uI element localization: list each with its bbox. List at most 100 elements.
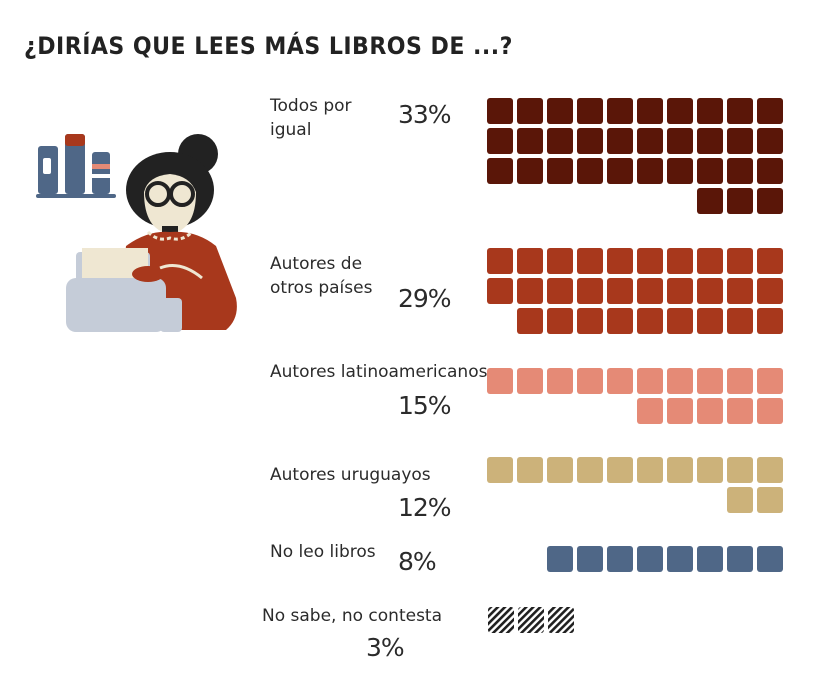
waffle-cell — [727, 487, 753, 513]
waffle-cell — [727, 188, 753, 214]
waffle-cell — [637, 98, 663, 124]
waffle-cell — [607, 278, 633, 304]
waffle-cell — [637, 278, 663, 304]
waffle-group — [547, 546, 783, 572]
waffle-cell — [607, 308, 633, 334]
waffle-cell — [487, 457, 513, 483]
waffle-cell — [637, 457, 663, 483]
waffle-cell — [607, 248, 633, 274]
waffle-group — [487, 248, 783, 334]
waffle-cell — [518, 607, 544, 633]
waffle-cell — [667, 158, 693, 184]
waffle-cell — [577, 368, 603, 394]
waffle-cell — [727, 128, 753, 154]
waffle-cell — [577, 158, 603, 184]
waffle-cell — [727, 158, 753, 184]
waffle-cell — [757, 188, 783, 214]
waffle-cell — [577, 457, 603, 483]
waffle-cell — [487, 128, 513, 154]
value-label: 15% — [398, 391, 452, 420]
waffle-cell — [577, 248, 603, 274]
waffle-cell — [727, 308, 753, 334]
waffle-cell — [667, 128, 693, 154]
category-label: Todos por igual — [270, 96, 352, 140]
waffle-cell — [727, 278, 753, 304]
waffle-cell — [757, 248, 783, 274]
waffle-cell — [607, 128, 633, 154]
waffle-cell — [517, 158, 543, 184]
waffle-cell — [757, 487, 783, 513]
waffle-cell — [667, 546, 693, 572]
books-icon — [36, 134, 116, 198]
waffle-cell — [517, 457, 543, 483]
waffle-cell — [697, 398, 723, 424]
waffle-cell — [697, 368, 723, 394]
value-label: 29% — [398, 284, 452, 313]
waffle-cell — [697, 457, 723, 483]
waffle-cell — [727, 398, 753, 424]
waffle-cell — [517, 248, 543, 274]
waffle-cell — [757, 546, 783, 572]
waffle-cell — [547, 457, 573, 483]
waffle-cell — [517, 308, 543, 334]
waffle-cell — [727, 248, 753, 274]
category-label: Autores latinoamericanos — [270, 362, 488, 382]
waffle-cell — [697, 158, 723, 184]
waffle-cell — [757, 98, 783, 124]
waffle-cell — [757, 128, 783, 154]
waffle-cell — [487, 158, 513, 184]
waffle-group — [487, 457, 783, 513]
waffle-cell — [667, 457, 693, 483]
waffle-cell — [727, 457, 753, 483]
waffle-cell — [697, 188, 723, 214]
value-label: 12% — [398, 493, 452, 522]
waffle-cell — [547, 128, 573, 154]
waffle-cell — [757, 158, 783, 184]
waffle-cell — [757, 398, 783, 424]
value-label: 33% — [398, 100, 452, 129]
waffle-cell — [577, 128, 603, 154]
waffle-cell — [637, 128, 663, 154]
category-label: No leo libros — [270, 542, 376, 562]
waffle-cell — [637, 368, 663, 394]
waffle-cell — [607, 546, 633, 572]
waffle-cell — [517, 368, 543, 394]
waffle-cell — [547, 248, 573, 274]
waffle-cell — [727, 98, 753, 124]
waffle-cell — [667, 278, 693, 304]
waffle-cell — [577, 278, 603, 304]
waffle-cell — [727, 368, 753, 394]
waffle-cell — [547, 308, 573, 334]
waffle-cell — [757, 368, 783, 394]
waffle-cell — [517, 278, 543, 304]
chart-title: ¿DIRÍAS QUE LEES MÁS LIBROS DE ...? — [24, 32, 513, 60]
waffle-cell — [667, 308, 693, 334]
waffle-cell — [517, 98, 543, 124]
waffle-cell — [697, 308, 723, 334]
waffle-cell — [487, 278, 513, 304]
waffle-cell — [757, 308, 783, 334]
waffle-cell — [697, 278, 723, 304]
typewriter-icon — [66, 248, 182, 332]
waffle-cell — [637, 248, 663, 274]
waffle-cell — [577, 546, 603, 572]
waffle-group — [488, 607, 574, 633]
waffle-cell — [637, 308, 663, 334]
waffle-cell — [697, 98, 723, 124]
category-label: Autores de otros países — [270, 254, 373, 298]
reader-illustration — [36, 134, 237, 332]
waffle-cell — [697, 546, 723, 572]
waffle-cell — [547, 278, 573, 304]
waffle-cell — [487, 248, 513, 274]
waffle-cell — [488, 607, 514, 633]
waffle-cell — [697, 128, 723, 154]
waffle-cell — [487, 368, 513, 394]
waffle-cell — [548, 607, 574, 633]
waffle-cell — [697, 248, 723, 274]
waffle-cell — [667, 98, 693, 124]
waffle-cell — [547, 546, 573, 572]
waffle-cell — [547, 158, 573, 184]
value-label: 3% — [366, 633, 405, 662]
waffle-cell — [547, 98, 573, 124]
